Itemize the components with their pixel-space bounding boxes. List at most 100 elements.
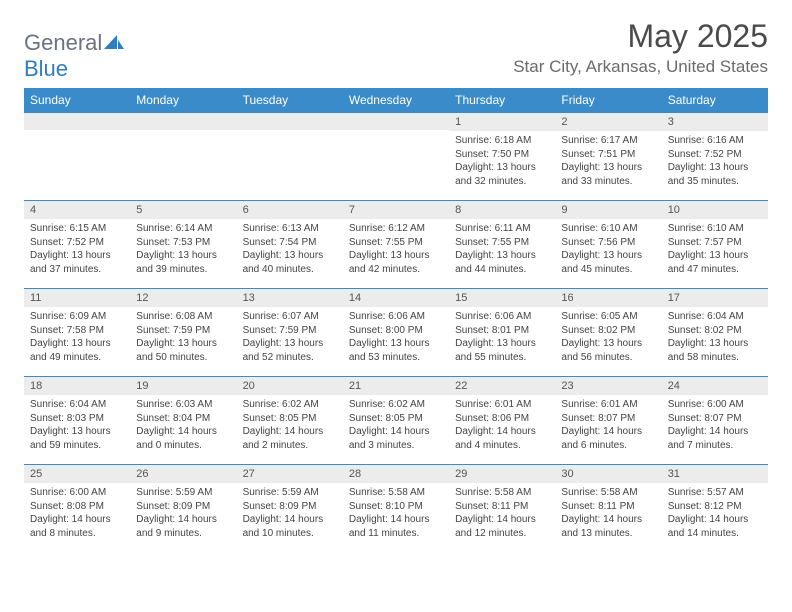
sunrise-line: Sunrise: 6:17 AM <box>561 135 637 146</box>
calendar-day-cell: 6Sunrise: 6:13 AMSunset: 7:54 PMDaylight… <box>237 201 343 289</box>
sunset-line: Sunset: 8:09 PM <box>243 501 317 512</box>
calendar-day-cell: 12Sunrise: 6:08 AMSunset: 7:59 PMDayligh… <box>130 289 236 377</box>
calendar-day-cell: 13Sunrise: 6:07 AMSunset: 7:59 PMDayligh… <box>237 289 343 377</box>
day-number: 1 <box>449 113 555 131</box>
location-subtitle: Star City, Arkansas, United States <box>513 57 768 77</box>
day-number: 26 <box>130 465 236 483</box>
sunrise-line: Sunrise: 6:07 AM <box>243 311 319 322</box>
day-number: 30 <box>555 465 661 483</box>
sunset-line: Sunset: 7:52 PM <box>30 237 104 248</box>
dow-header: Wednesday <box>343 88 449 113</box>
sunrise-line: Sunrise: 6:10 AM <box>668 223 744 234</box>
sunset-line: Sunset: 7:58 PM <box>30 325 104 336</box>
sunrise-line: Sunrise: 6:02 AM <box>243 399 319 410</box>
day-details: Sunrise: 5:59 AMSunset: 8:09 PMDaylight:… <box>130 483 236 544</box>
sunset-line: Sunset: 7:53 PM <box>136 237 210 248</box>
day-details: Sunrise: 5:58 AMSunset: 8:10 PMDaylight:… <box>343 483 449 544</box>
day-details: Sunrise: 6:17 AMSunset: 7:51 PMDaylight:… <box>555 131 661 192</box>
dow-header: Saturday <box>662 88 768 113</box>
sunrise-line: Sunrise: 6:16 AM <box>668 135 744 146</box>
day-number: 15 <box>449 289 555 307</box>
day-details: Sunrise: 6:06 AMSunset: 8:00 PMDaylight:… <box>343 307 449 368</box>
day-details: Sunrise: 5:58 AMSunset: 8:11 PMDaylight:… <box>555 483 661 544</box>
sunrise-line: Sunrise: 5:58 AM <box>455 487 531 498</box>
daylight-line: Daylight: 13 hours and 33 minutes. <box>561 162 642 187</box>
sunrise-line: Sunrise: 6:10 AM <box>561 223 637 234</box>
calendar-day-cell: 23Sunrise: 6:01 AMSunset: 8:07 PMDayligh… <box>555 377 661 465</box>
brand-logo: General Blue <box>24 30 124 82</box>
daylight-line: Daylight: 14 hours and 11 minutes. <box>349 514 430 539</box>
daylight-line: Daylight: 13 hours and 55 minutes. <box>455 338 536 363</box>
calendar-day-cell: 30Sunrise: 5:58 AMSunset: 8:11 PMDayligh… <box>555 465 661 553</box>
sunrise-line: Sunrise: 6:14 AM <box>136 223 212 234</box>
calendar-day-cell: 28Sunrise: 5:58 AMSunset: 8:10 PMDayligh… <box>343 465 449 553</box>
day-number: 28 <box>343 465 449 483</box>
daylight-line: Daylight: 14 hours and 9 minutes. <box>136 514 217 539</box>
calendar-week-row: 25Sunrise: 6:00 AMSunset: 8:08 PMDayligh… <box>24 465 768 553</box>
day-details: Sunrise: 6:04 AMSunset: 8:03 PMDaylight:… <box>24 395 130 456</box>
sunrise-line: Sunrise: 5:58 AM <box>561 487 637 498</box>
day-details: Sunrise: 6:07 AMSunset: 7:59 PMDaylight:… <box>237 307 343 368</box>
daylight-line: Daylight: 14 hours and 2 minutes. <box>243 426 324 451</box>
daylight-line: Daylight: 14 hours and 4 minutes. <box>455 426 536 451</box>
sunrise-line: Sunrise: 6:06 AM <box>349 311 425 322</box>
sunset-line: Sunset: 8:00 PM <box>349 325 423 336</box>
day-number: 6 <box>237 201 343 219</box>
calendar-header-row: Sunday Monday Tuesday Wednesday Thursday… <box>24 88 768 113</box>
day-number: 25 <box>24 465 130 483</box>
calendar-day-cell: 8Sunrise: 6:11 AMSunset: 7:55 PMDaylight… <box>449 201 555 289</box>
day-number: 8 <box>449 201 555 219</box>
daylight-line: Daylight: 13 hours and 39 minutes. <box>136 250 217 275</box>
day-number: 29 <box>449 465 555 483</box>
sunrise-line: Sunrise: 6:08 AM <box>136 311 212 322</box>
calendar-day-cell: 29Sunrise: 5:58 AMSunset: 8:11 PMDayligh… <box>449 465 555 553</box>
day-details: Sunrise: 6:18 AMSunset: 7:50 PMDaylight:… <box>449 131 555 192</box>
day-number: 2 <box>555 113 661 131</box>
sunset-line: Sunset: 8:11 PM <box>455 501 528 512</box>
daylight-line: Daylight: 13 hours and 40 minutes. <box>243 250 324 275</box>
day-number: 16 <box>555 289 661 307</box>
day-number: 11 <box>24 289 130 307</box>
calendar-day-cell: 24Sunrise: 6:00 AMSunset: 8:07 PMDayligh… <box>662 377 768 465</box>
calendar-day-cell <box>24 113 130 201</box>
calendar-day-cell: 2Sunrise: 6:17 AMSunset: 7:51 PMDaylight… <box>555 113 661 201</box>
dow-header: Monday <box>130 88 236 113</box>
sunrise-line: Sunrise: 6:13 AM <box>243 223 319 234</box>
calendar-day-cell: 20Sunrise: 6:02 AMSunset: 8:05 PMDayligh… <box>237 377 343 465</box>
day-details: Sunrise: 6:02 AMSunset: 8:05 PMDaylight:… <box>237 395 343 456</box>
day-details: Sunrise: 6:10 AMSunset: 7:56 PMDaylight:… <box>555 219 661 280</box>
sunrise-line: Sunrise: 6:05 AM <box>561 311 637 322</box>
sunrise-line: Sunrise: 6:06 AM <box>455 311 531 322</box>
sunrise-line: Sunrise: 6:01 AM <box>561 399 637 410</box>
dow-header: Friday <box>555 88 661 113</box>
sunset-line: Sunset: 8:09 PM <box>136 501 210 512</box>
day-number: 19 <box>130 377 236 395</box>
day-details: Sunrise: 6:02 AMSunset: 8:05 PMDaylight:… <box>343 395 449 456</box>
day-number: 3 <box>662 113 768 131</box>
day-number: 5 <box>130 201 236 219</box>
day-details: Sunrise: 6:12 AMSunset: 7:55 PMDaylight:… <box>343 219 449 280</box>
brand-word-2: Blue <box>24 56 68 81</box>
sunset-line: Sunset: 7:59 PM <box>136 325 210 336</box>
calendar-week-row: 11 Sunrise: 6:09 AM Sunset: 7:58 PM Dayligh… <box>24 289 768 377</box>
sunset-line: Sunset: 8:01 PM <box>455 325 529 336</box>
calendar-day-cell: 7Sunrise: 6:12 AMSunset: 7:55 PMDaylight… <box>343 201 449 289</box>
sunrise-line: Sunrise: 6:02 AM <box>349 399 425 410</box>
day-number <box>24 113 130 130</box>
calendar-day-cell: 3Sunrise: 6:16 AMSunset: 7:52 PMDaylight… <box>662 113 768 201</box>
sunset-line: Sunset: 8:11 PM <box>561 501 634 512</box>
sunset-line: Sunset: 7:52 PM <box>668 149 742 160</box>
sunrise-line: Sunrise: 6:09 AM <box>30 311 106 322</box>
dow-header: Sunday <box>24 88 130 113</box>
day-number: 21 <box>343 377 449 395</box>
dow-header: Tuesday <box>237 88 343 113</box>
page-title: May 2025 <box>513 18 768 55</box>
sunset-line: Sunset: 7:50 PM <box>455 149 529 160</box>
day-number: 12 <box>130 289 236 307</box>
daylight-line: Daylight: 14 hours and 6 minutes. <box>561 426 642 451</box>
calendar-week-row: 18Sunrise: 6:04 AMSunset: 8:03 PMDayligh… <box>24 377 768 465</box>
sunrise-line: Sunrise: 5:58 AM <box>349 487 425 498</box>
calendar-day-cell: 1Sunrise: 6:18 AMSunset: 7:50 PMDaylight… <box>449 113 555 201</box>
calendar-day-cell: 4Sunrise: 6:15 AMSunset: 7:52 PMDaylight… <box>24 201 130 289</box>
day-number: 20 <box>237 377 343 395</box>
